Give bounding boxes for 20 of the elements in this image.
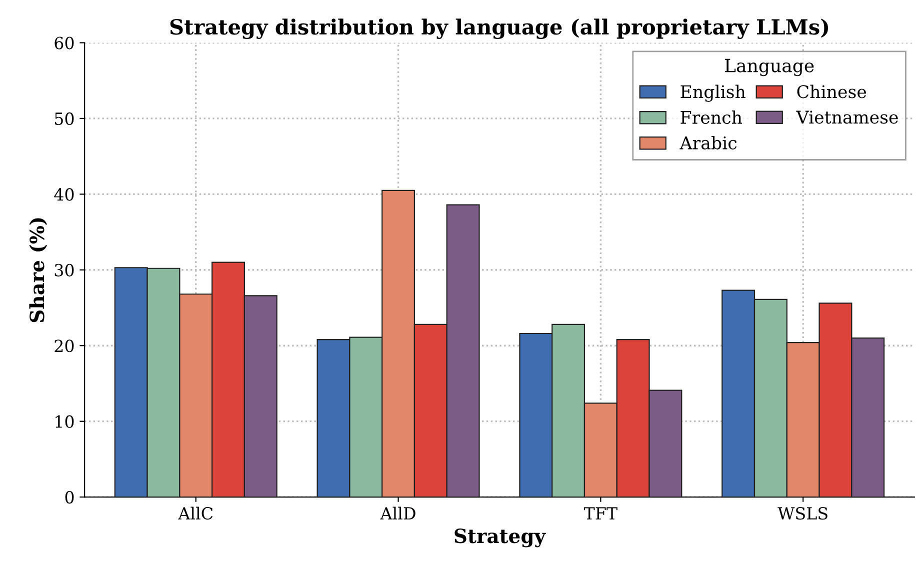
legend-title: Language: [725, 58, 814, 76]
y-tick-label: 40: [54, 188, 74, 201]
y-tick-label: 50: [55, 112, 74, 126]
y-tick-label: 0: [65, 491, 74, 504]
y-tick-label: 30: [54, 264, 74, 276]
legend-label: English: [680, 84, 746, 102]
x-tick-label: WSLS: [778, 507, 828, 520]
legend-label: Vietnamese: [796, 110, 898, 124]
x-tick-label: AllD: [380, 506, 416, 520]
x-tick-label: AllC: [178, 506, 213, 520]
legend-label: French: [680, 110, 742, 124]
y-tick-label: 60: [54, 36, 74, 50]
legend-label: Arabic: [680, 136, 737, 150]
legend-label: Chinese: [797, 84, 866, 98]
y-tick-label: 10: [56, 415, 74, 428]
x-axis-title: Strategy: [454, 528, 546, 548]
y-tick-label: 20: [54, 340, 74, 352]
chart-title: Strategy distribution by language (all proprietary LLMs): [170, 18, 828, 40]
x-tick-label: TFT: [584, 507, 618, 520]
y-axis-title: Share (%): [29, 218, 48, 322]
